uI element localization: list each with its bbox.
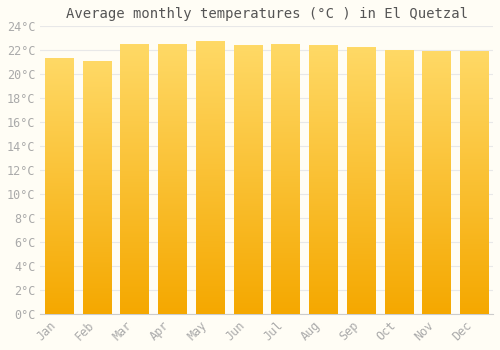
Title: Average monthly temperatures (°C ) in El Quetzal: Average monthly temperatures (°C ) in El… bbox=[66, 7, 468, 21]
